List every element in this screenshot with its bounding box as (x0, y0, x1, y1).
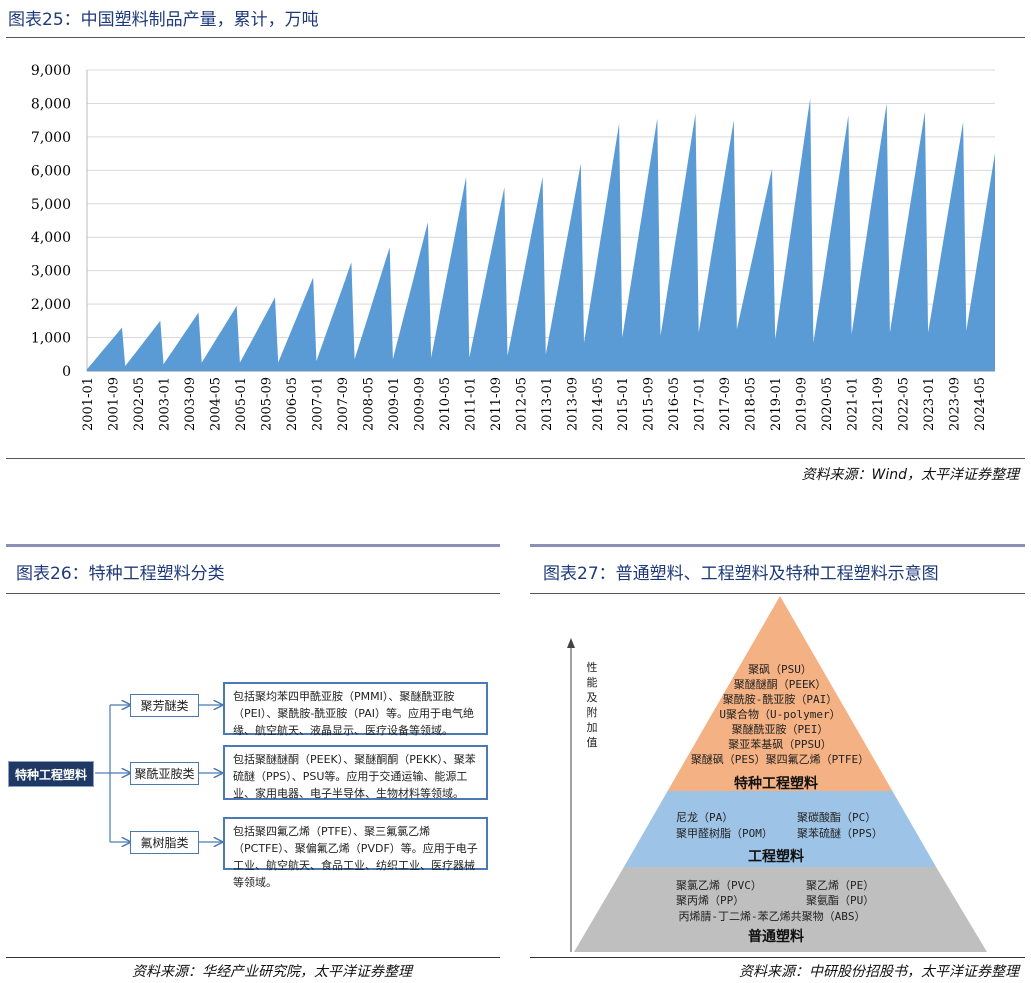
x-tick-label: 2016-05 (667, 377, 682, 431)
fig26-branch-3: 氟树脂类 (130, 831, 199, 854)
x-tick-label: 2015-09 (642, 377, 657, 431)
x-tick-label: 2009-09 (412, 377, 427, 431)
fig27-top-label: 特种工程塑料 (734, 776, 818, 792)
fig27-top-items: 聚砜（PSU） 聚醚醚酮（PEEK） 聚酰胺-酰亚胺（PAI） U聚合物（U-p… (690, 663, 870, 766)
fig26-title: 图表26：特种工程塑料分类 (16, 564, 225, 584)
fig25-top-rule (6, 37, 1025, 38)
production-area-series (87, 98, 995, 372)
x-tick-label: 2015-01 (616, 377, 631, 431)
x-tick-label: 2009-01 (387, 377, 402, 431)
fig27-source: 资料来源：中研股份招股书，太平洋证券整理 (739, 964, 1019, 980)
x-tick-label: 2006-05 (285, 377, 300, 431)
x-tick-label: 2014-05 (591, 377, 606, 431)
fig26-top-rule (6, 544, 500, 547)
fig26-connectors (95, 640, 520, 940)
x-tick-label: 2007-01 (310, 377, 325, 431)
fig26-desc-3: 包括聚四氟乙烯（PTFE）、聚三氟氯乙烯（PCTFE）、聚偏氟乙烯（PVDF）等… (223, 817, 488, 889)
fig27-bottom-full: 丙烯腈-丁二烯-苯乙烯共聚物（ABS） (678, 910, 866, 923)
fig27-middle-label: 工程塑料 (748, 849, 804, 865)
x-tick-label: 2011-01 (463, 377, 478, 431)
y-tick-label: 9,000 (31, 63, 71, 79)
x-tick-label: 2019-09 (795, 377, 810, 431)
fig27-bottom-right: 聚乙烯（PE） 聚氨酯（PU） (806, 879, 875, 907)
fig27-axis-label: 性 能 及 附 加 值 (586, 661, 598, 749)
y-tick-label: 3,000 (31, 264, 71, 280)
y-tick-label: 1,000 (31, 331, 71, 347)
x-tick-label: 2021-09 (871, 377, 886, 431)
fig27-middle-left: 尼龙（PA） 聚甲醛树脂（POM） (676, 811, 773, 840)
fig26-desc-1: 包括聚均苯四甲酰亚胺（PMMI）、聚醚酰亚胺（PEI）、聚酰胺-酰亚胺（PAI）… (223, 682, 488, 737)
fig27-middle-right: 聚碳酸酯（PC） 聚苯硫醚（PPS） (797, 811, 883, 840)
fig27-bottom-left: 聚氯乙烯（PVC） 聚丙烯（PP） (676, 879, 762, 907)
y-tick-label: 6,000 (31, 163, 71, 179)
fig26-source: 资料来源：华经产业研究院，太平洋证券整理 (132, 964, 412, 980)
pyramid-top-layer (667, 596, 893, 791)
x-tick-label: 2020-05 (820, 377, 835, 431)
x-tick-label: 2024-05 (973, 377, 988, 431)
y-tick-label: 4,000 (31, 230, 71, 246)
fig25-chart: 0 1,000 2,000 3,000 4,000 5,000 6,000 7,000 8,00… (31, 63, 995, 431)
x-tick-label: 2010-05 (438, 377, 453, 431)
y-tick-label: 7,000 (31, 130, 71, 146)
x-tick-label: 2005-09 (259, 377, 274, 431)
x-tick-label: 2002-05 (132, 377, 147, 431)
fig26-bottom-rule (6, 957, 500, 958)
x-tick-label: 2003-01 (157, 377, 172, 431)
fig26-branch-2: 聚酰亚胺类 (130, 762, 199, 785)
y-tick-label: 8,000 (31, 96, 71, 112)
fig27-title-rule (530, 593, 1025, 594)
fig25-bottom-rule (6, 458, 1025, 459)
fig25-source: 资料来源：Wind，太平洋证券整理 (801, 467, 1020, 483)
x-tick-label: 2017-01 (693, 377, 708, 431)
fig26-branch-1: 聚芳醚类 (130, 694, 199, 717)
x-tick-label: 2022-05 (897, 377, 912, 431)
fig26-title-rule (6, 593, 500, 594)
x-tick-label: 2008-05 (361, 377, 376, 431)
y-tick-label: 2,000 (31, 297, 71, 313)
x-tick-label: 2001-01 (81, 377, 96, 431)
x-tick-label: 2004-05 (208, 377, 223, 431)
pyramid-bottom-layer (574, 867, 987, 952)
x-tick-label: 2017-09 (718, 377, 733, 431)
x-tick-label: 2018-05 (744, 377, 759, 431)
fig27-bottom-label: 普通塑料 (748, 929, 804, 945)
y-tick-label: 0 (62, 364, 71, 380)
x-tick-label: 2005-01 (234, 377, 249, 431)
x-tick-label: 2003-09 (183, 377, 198, 431)
x-tick-label: 2007-09 (336, 377, 351, 431)
x-tick-label: 2023-01 (922, 377, 937, 431)
fig27-title: 图表27：普通塑料、工程塑料及特种工程塑料示意图 (543, 564, 939, 584)
x-tick-label: 2023-09 (948, 377, 963, 431)
pyramid-middle-layer (623, 791, 937, 867)
x-tick-label: 2012-05 (514, 377, 529, 431)
fig27-pyramid (567, 596, 987, 952)
fig26-desc-2: 包括聚醚醚酮（PEEK）、聚醚酮酮（PEKK）、聚苯硫醚（PPS）、PSU等。应… (223, 745, 488, 800)
x-tick-label: 2013-01 (540, 377, 555, 431)
x-tick-label: 2019-01 (769, 377, 784, 431)
y-tick-label: 5,000 (31, 197, 71, 213)
fig27-bottom-rule (530, 957, 1025, 958)
fig27-top-rule (530, 544, 1025, 547)
x-tick-label: 2011-09 (489, 377, 504, 431)
x-tick-label: 2001-09 (106, 377, 121, 431)
x-tick-label: 2013-09 (565, 377, 580, 431)
x-tick-label: 2021-01 (846, 377, 861, 431)
fig26-root: 特种工程塑料 (8, 761, 94, 787)
fig25-title: 图表25：中国塑料制品产量，累计，万吨 (8, 10, 319, 30)
